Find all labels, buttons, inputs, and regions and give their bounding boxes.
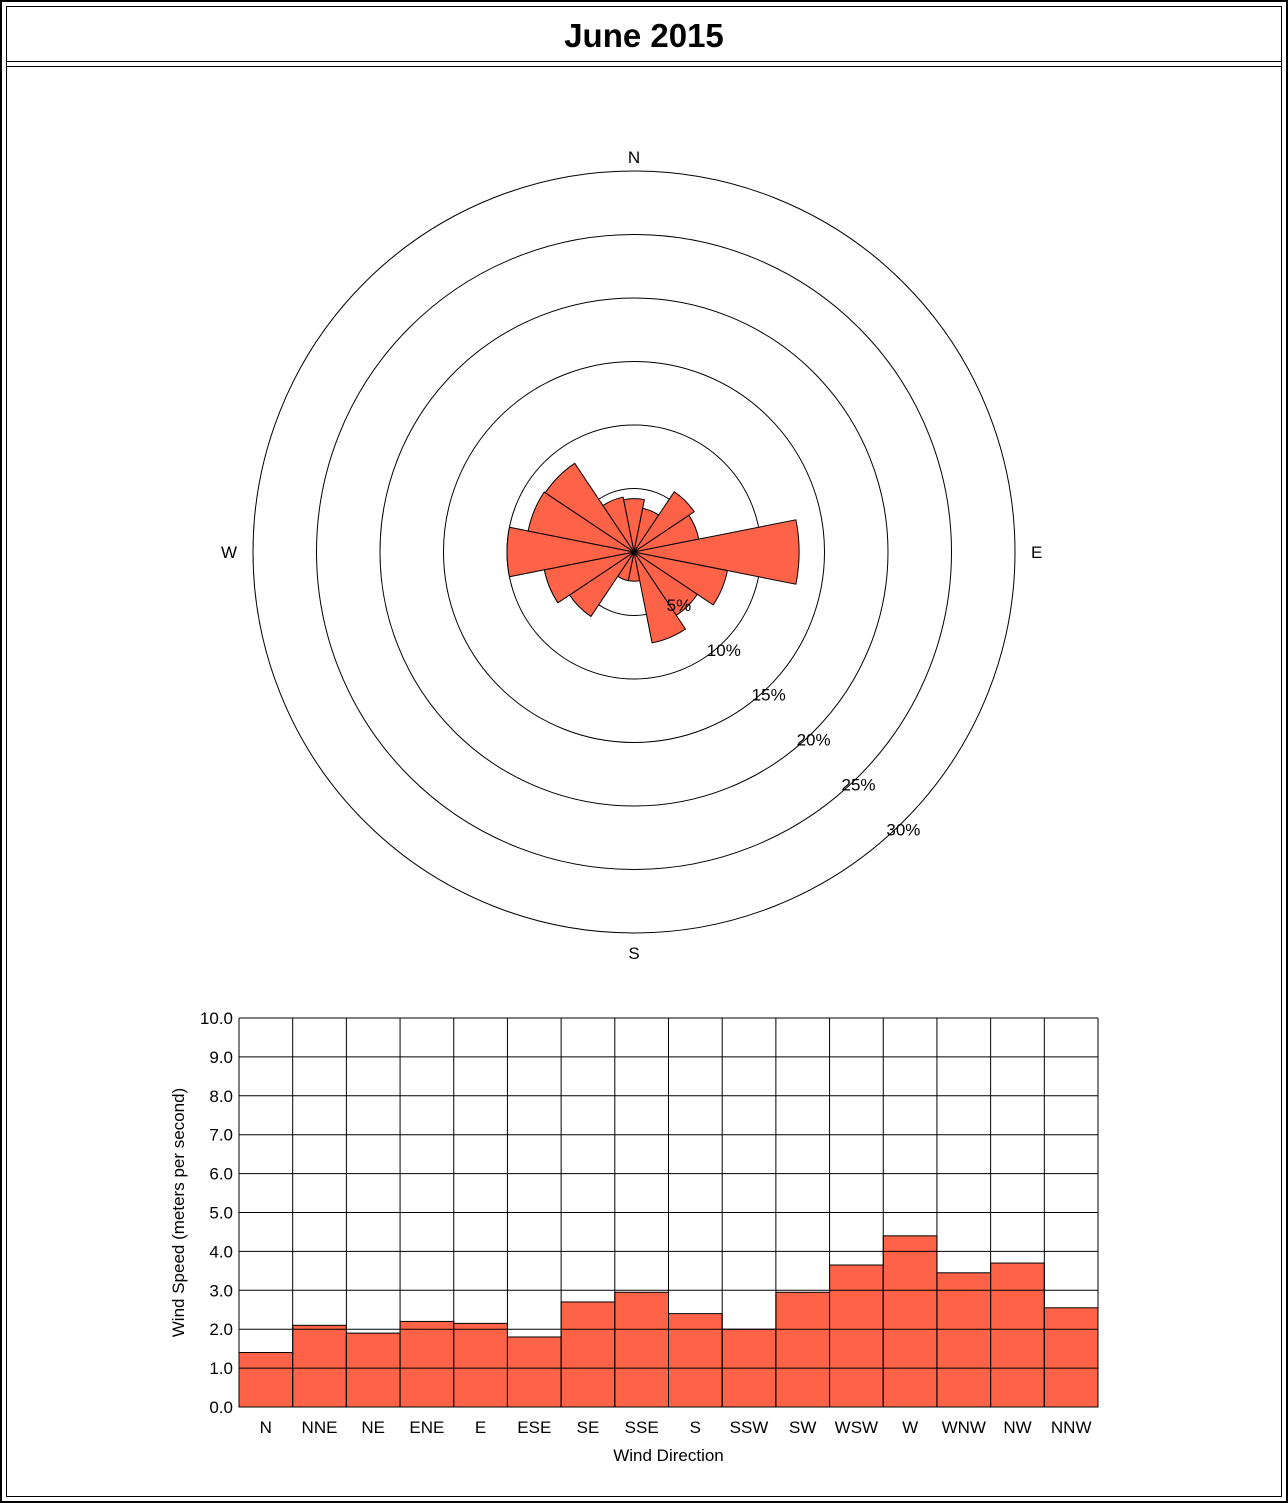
y-tick-label: 6.0	[209, 1165, 233, 1184]
x-tick-label: ESE	[517, 1418, 551, 1437]
rose-ring	[252, 170, 1016, 934]
bar-n	[238, 1352, 294, 1408]
rose-wedge-w	[506, 526, 635, 578]
x-tick-label: SE	[577, 1418, 600, 1437]
rose-wedge-nw	[544, 462, 635, 553]
bar-wsw	[829, 1264, 884, 1408]
rose-wedge-nnw	[602, 496, 635, 553]
inner-frame	[6, 6, 1282, 1497]
rose-ring	[379, 297, 889, 807]
rose-ring-label: 20%	[797, 731, 831, 750]
y-tick-label: 10.0	[200, 1009, 233, 1028]
x-tick-label: W	[902, 1418, 918, 1437]
rose-wedge-sse	[633, 551, 687, 644]
rose-ring-label: 15%	[752, 686, 786, 705]
y-tick-label: 5.0	[209, 1204, 233, 1223]
x-tick-label: NW	[1003, 1418, 1031, 1437]
x-tick-label: SSW	[730, 1418, 769, 1437]
y-tick-label: 2.0	[209, 1320, 233, 1339]
x-tick-label: E	[475, 1418, 486, 1437]
y-tick-label: 3.0	[209, 1281, 233, 1300]
y-tick-label: 9.0	[209, 1048, 233, 1067]
y-tick-label: 0.0	[209, 1398, 233, 1417]
wind-speed-bar-chart: 0.0 1.0 2.0 3.0 4.0 5.0 6.0 7.0 8.0 9.0 10.0 N NNE NE…	[169, 1009, 1099, 1465]
rose-wedge-ese	[633, 551, 729, 606]
x-tick-label: WNW	[942, 1418, 986, 1437]
x-tick-label: SSE	[625, 1418, 659, 1437]
rose-ring	[443, 361, 825, 743]
rose-ring	[316, 234, 952, 870]
compass-south-label: S	[628, 944, 639, 963]
bar-ese	[506, 1336, 562, 1408]
compass-west-label: W	[221, 543, 237, 562]
bar-e	[453, 1322, 508, 1408]
y-tick-label: 8.0	[209, 1087, 233, 1106]
rose-center	[632, 550, 636, 554]
x-axis-title: Wind Direction	[613, 1446, 724, 1465]
bar-w	[882, 1235, 938, 1408]
y-tick-label: 7.0	[209, 1126, 233, 1145]
bar-ne	[345, 1332, 401, 1408]
y-axis-title: Wind Speed (meters per second)	[169, 1088, 188, 1337]
compass-east-label: E	[1031, 543, 1042, 562]
rose-wedge-wnw	[527, 491, 635, 553]
rose-ring-label: 25%	[841, 776, 875, 795]
bar-sse	[614, 1291, 669, 1408]
wind-rose-chart: 5% 10% 15% 20% 25% 30% N S E W	[221, 148, 1042, 963]
x-tick-label: N	[260, 1418, 272, 1437]
compass-north-label: N	[628, 148, 640, 167]
x-tick-label: SW	[789, 1418, 816, 1437]
rose-ring-label: 30%	[886, 820, 920, 839]
bar-se	[560, 1301, 616, 1408]
x-tick-label: ENE	[409, 1418, 444, 1437]
bar-ene	[399, 1320, 455, 1408]
rose-ring-label: 5%	[667, 596, 692, 615]
rose-wedge-e	[633, 519, 800, 585]
x-tick-label: NNE	[302, 1418, 338, 1437]
x-tick-label: NE	[361, 1418, 385, 1437]
bar-nw	[990, 1262, 1045, 1408]
y-tick-label: 1.0	[209, 1359, 233, 1378]
x-tick-label: WSW	[835, 1418, 878, 1437]
rose-wedge-ne	[633, 491, 695, 553]
bar-s	[668, 1313, 723, 1408]
page-title: June 2015	[564, 17, 724, 54]
x-tick-label: S	[690, 1418, 701, 1437]
title-bar: June 2015	[6, 6, 1282, 62]
bar-sw	[775, 1291, 831, 1408]
x-tick-label: NNW	[1051, 1418, 1092, 1437]
bar-nne	[292, 1324, 347, 1408]
y-tick-label: 4.0	[209, 1242, 233, 1261]
bar-nnw	[1043, 1307, 1099, 1408]
title-divider	[6, 66, 1282, 67]
rose-ring-label: 10%	[707, 641, 741, 660]
bar-wnw	[936, 1272, 992, 1408]
